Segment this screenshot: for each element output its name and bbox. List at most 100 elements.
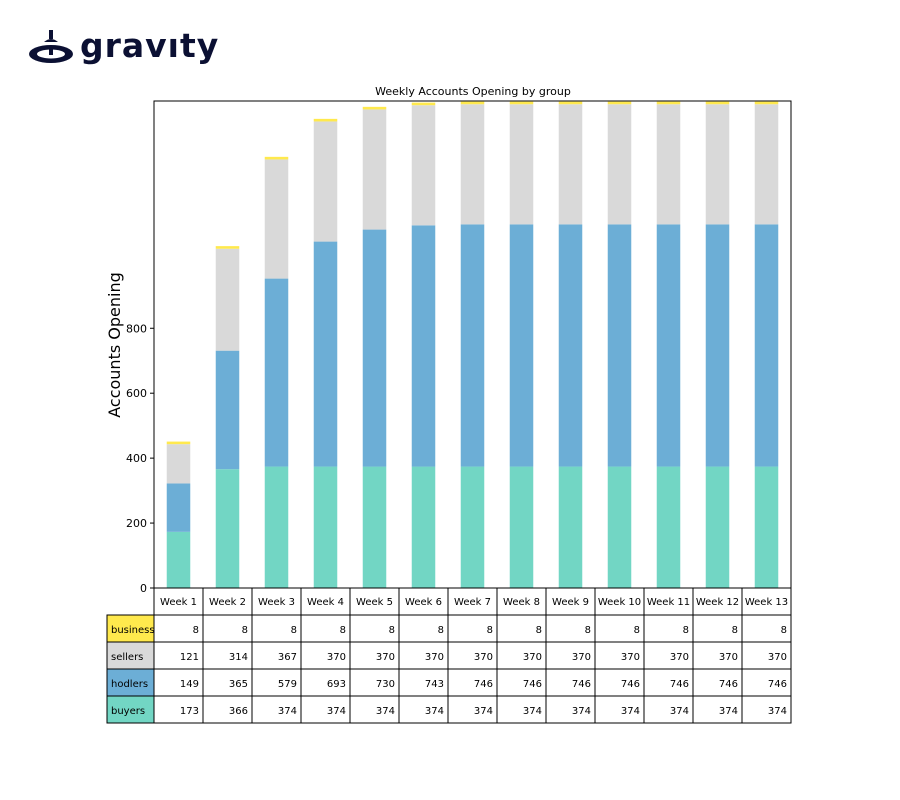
table-cell-value: 8 — [291, 625, 297, 636]
bar-buyers — [656, 466, 681, 588]
table-cell-value: 746 — [719, 679, 738, 690]
table-cell-value: 374 — [425, 706, 444, 717]
bar-business — [607, 101, 632, 105]
brand-name: gravıty — [80, 26, 220, 65]
bar-sellers — [411, 105, 436, 226]
table-row-label-cell — [106, 614, 155, 643]
bar-hodlers — [313, 241, 338, 467]
table-cell-value: 366 — [229, 706, 248, 717]
gravity-logo — [29, 30, 73, 63]
bar-hodlers — [509, 224, 534, 467]
table-cell-value: 121 — [180, 652, 199, 663]
table-cell-value: 8 — [585, 625, 591, 636]
table-column-header: Week 13 — [745, 597, 788, 608]
bar-buyers — [411, 466, 436, 588]
table-cell-value: 8 — [389, 625, 395, 636]
table-cell-value: 8 — [242, 625, 248, 636]
y-tick-label: 0 — [140, 582, 147, 595]
table-cell-value: 314 — [229, 652, 248, 663]
bar-buyers — [460, 466, 485, 588]
bar-buyers — [558, 466, 583, 588]
table-cell-value: 370 — [425, 652, 444, 663]
bar-hodlers — [705, 224, 730, 467]
bar-business — [166, 441, 191, 445]
table-cell-value: 370 — [523, 652, 542, 663]
bar-business — [460, 101, 485, 105]
bar-sellers — [362, 109, 387, 230]
bar-buyers — [607, 466, 632, 588]
bar-buyers — [754, 466, 779, 588]
table-cell-value: 374 — [523, 706, 542, 717]
table-cell-value: 374 — [474, 706, 493, 717]
table-row-label-cell — [106, 668, 155, 697]
bar-business — [313, 118, 338, 122]
table-cell-value: 8 — [781, 625, 787, 636]
table-cell-value: 746 — [670, 679, 689, 690]
bar-buyers — [362, 466, 387, 588]
table-row-label: hodlers — [111, 679, 148, 690]
table-cell-value: 370 — [621, 652, 640, 663]
table-column-header: Week 4 — [307, 597, 344, 608]
table-cell-value: 8 — [340, 625, 346, 636]
table-column-header: Week 6 — [405, 597, 442, 608]
bar-hodlers — [411, 225, 436, 467]
table-cell-value: 370 — [376, 652, 395, 663]
bar-sellers — [754, 104, 779, 225]
bar-sellers — [558, 104, 583, 225]
bar-business — [705, 101, 730, 105]
bar-sellers — [509, 104, 534, 225]
bar-sellers — [705, 104, 730, 225]
bar-sellers — [460, 104, 485, 225]
table-cell-value: 746 — [572, 679, 591, 690]
table-cell-value: 173 — [180, 706, 199, 717]
table-cell-value: 746 — [523, 679, 542, 690]
bar-sellers — [264, 159, 289, 279]
bar-sellers — [166, 444, 191, 484]
bar-hodlers — [607, 224, 632, 467]
y-tick-label: 600 — [126, 387, 147, 400]
table-cell-value: 8 — [438, 625, 444, 636]
table-cell-value: 746 — [621, 679, 640, 690]
table-cell-value: 149 — [180, 679, 199, 690]
bar-hodlers — [460, 224, 485, 467]
table-cell-value: 370 — [719, 652, 738, 663]
bar-business — [215, 246, 240, 249]
table-cell-value: 693 — [327, 679, 346, 690]
table-column-header: Week 10 — [598, 597, 641, 608]
bar-buyers — [264, 466, 289, 588]
table-cell-value: 746 — [474, 679, 493, 690]
table-column-header: Week 1 — [160, 597, 197, 608]
table-cell-value: 374 — [719, 706, 738, 717]
bar-buyers — [509, 466, 534, 588]
bar-business — [656, 101, 681, 105]
table-cell-border — [741, 695, 792, 724]
table-cell-value: 743 — [425, 679, 444, 690]
bar-buyers — [215, 469, 240, 588]
table-cell-value: 8 — [683, 625, 689, 636]
table-column-header: Week 2 — [209, 597, 246, 608]
y-tick-label: 400 — [126, 452, 147, 465]
table-column-header: Week 12 — [696, 597, 739, 608]
table-row-label: business — [111, 625, 155, 636]
bar-business — [509, 101, 534, 105]
bar-hodlers — [166, 483, 191, 532]
table-cell-value: 374 — [768, 706, 787, 717]
bar-business — [754, 101, 779, 105]
table-row-label: sellers — [111, 652, 143, 663]
bar-sellers — [656, 104, 681, 225]
table-header-border — [741, 587, 792, 616]
table-cell-value: 367 — [278, 652, 297, 663]
bar-business — [264, 156, 289, 160]
table-column-header: Week 11 — [647, 597, 690, 608]
table-cell-value: 370 — [327, 652, 346, 663]
table-column-header: Week 3 — [258, 597, 295, 608]
bar-sellers — [607, 104, 632, 225]
table-row-label: buyers — [111, 706, 145, 717]
table-column-header: Week 9 — [552, 597, 589, 608]
table-column-header: Week 7 — [454, 597, 491, 608]
bar-business — [558, 101, 583, 105]
bar-buyers — [705, 466, 730, 588]
table-cell-value: 374 — [327, 706, 346, 717]
bar-sellers — [215, 248, 240, 351]
